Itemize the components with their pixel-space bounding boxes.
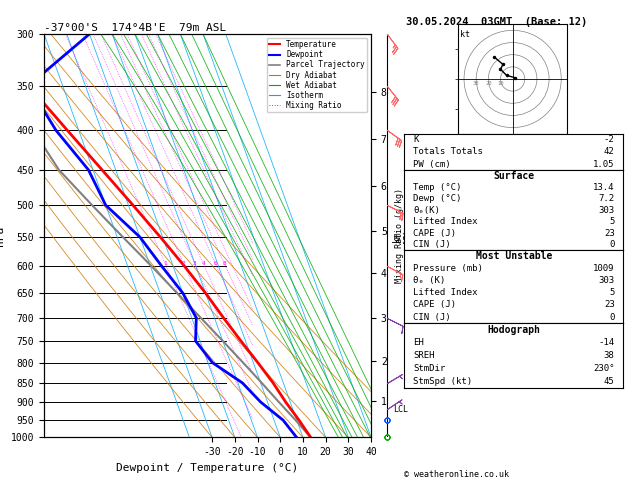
- X-axis label: Dewpoint / Temperature (°C): Dewpoint / Temperature (°C): [116, 463, 299, 473]
- Text: EH: EH: [413, 338, 424, 347]
- Text: 0: 0: [610, 312, 615, 322]
- Text: 1: 1: [163, 261, 167, 266]
- Text: CIN (J): CIN (J): [413, 240, 451, 249]
- Text: LCL: LCL: [393, 405, 408, 414]
- Text: CIN (J): CIN (J): [413, 312, 451, 322]
- Y-axis label: km
ASL: km ASL: [392, 227, 414, 244]
- Text: 1009: 1009: [593, 264, 615, 273]
- Text: Lifted Index: Lifted Index: [413, 288, 477, 297]
- Text: 38: 38: [604, 351, 615, 360]
- Text: 230°: 230°: [593, 364, 615, 373]
- Text: Surface: Surface: [493, 171, 535, 181]
- Text: Most Unstable: Most Unstable: [476, 251, 552, 261]
- Text: Temp (°C): Temp (°C): [413, 183, 462, 192]
- Text: 303: 303: [598, 276, 615, 285]
- Text: Hodograph: Hodograph: [487, 325, 540, 335]
- Text: 23: 23: [604, 228, 615, 238]
- Text: 42: 42: [604, 147, 615, 156]
- Text: SREH: SREH: [413, 351, 435, 360]
- Text: 5: 5: [610, 217, 615, 226]
- Text: 3: 3: [193, 261, 197, 266]
- Text: Pressure (mb): Pressure (mb): [413, 264, 483, 273]
- Text: 13.4: 13.4: [593, 183, 615, 192]
- Text: PW (cm): PW (cm): [413, 159, 451, 169]
- Text: © weatheronline.co.uk: © weatheronline.co.uk: [404, 469, 509, 479]
- Text: 5: 5: [610, 288, 615, 297]
- Text: 1.05: 1.05: [593, 159, 615, 169]
- Text: 4: 4: [201, 261, 205, 266]
- Text: Dewp (°C): Dewp (°C): [413, 194, 462, 203]
- Text: Totals Totals: Totals Totals: [413, 147, 483, 156]
- Text: θₑ(K): θₑ(K): [413, 206, 440, 215]
- Text: θₑ (K): θₑ (K): [413, 276, 445, 285]
- Y-axis label: hPa: hPa: [0, 226, 5, 246]
- Text: CAPE (J): CAPE (J): [413, 300, 456, 310]
- Text: StmSpd (kt): StmSpd (kt): [413, 377, 472, 386]
- Legend: Temperature, Dewpoint, Parcel Trajectory, Dry Adiabat, Wet Adiabat, Isotherm, Mi: Temperature, Dewpoint, Parcel Trajectory…: [267, 38, 367, 112]
- Text: 6: 6: [213, 261, 217, 266]
- Text: StmDir: StmDir: [413, 364, 445, 373]
- Text: -2: -2: [604, 135, 615, 144]
- Text: 45: 45: [604, 377, 615, 386]
- Text: Mixing Ratio (g/kg): Mixing Ratio (g/kg): [395, 188, 404, 283]
- Text: 7.2: 7.2: [598, 194, 615, 203]
- Text: 30: 30: [473, 82, 479, 87]
- Text: 30.05.2024  03GMT  (Base: 12): 30.05.2024 03GMT (Base: 12): [406, 17, 587, 27]
- Text: CAPE (J): CAPE (J): [413, 228, 456, 238]
- Text: K: K: [413, 135, 418, 144]
- Text: 8: 8: [223, 261, 226, 266]
- Text: -37°00'S  174°4B'E  79m ASL: -37°00'S 174°4B'E 79m ASL: [44, 23, 226, 33]
- Text: -14: -14: [598, 338, 615, 347]
- Text: 0: 0: [610, 240, 615, 249]
- Text: Lifted Index: Lifted Index: [413, 217, 477, 226]
- Text: 303: 303: [598, 206, 615, 215]
- Text: 10: 10: [498, 82, 504, 87]
- Text: kt: kt: [460, 30, 470, 39]
- Text: 20: 20: [485, 82, 492, 87]
- Text: 2: 2: [182, 261, 185, 266]
- Text: 23: 23: [604, 300, 615, 310]
